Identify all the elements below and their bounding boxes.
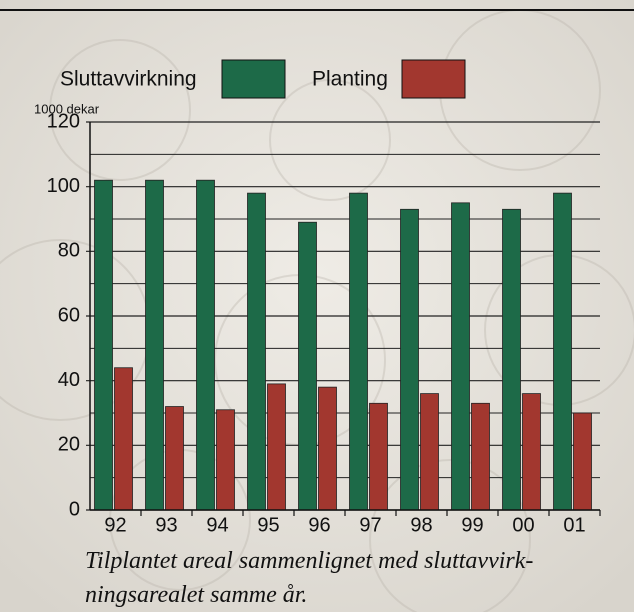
bar xyxy=(369,402,388,511)
x-tick-label: 95 xyxy=(257,514,279,536)
bar xyxy=(247,192,266,511)
bar xyxy=(298,221,317,511)
y-tick-label: 20 xyxy=(58,434,80,456)
bar xyxy=(420,393,439,511)
bar xyxy=(553,192,572,511)
bar xyxy=(216,409,235,511)
y-tick-label: 100 xyxy=(47,175,80,197)
bar xyxy=(267,383,286,511)
y-tick-label: 40 xyxy=(58,369,80,391)
legend-label: Sluttavvirkning xyxy=(60,68,197,91)
legend-swatch xyxy=(401,59,466,99)
caption: Tilplantet areal sammenlignet med slutta… xyxy=(85,548,533,574)
x-tick-label: 00 xyxy=(512,514,534,536)
bar xyxy=(145,179,164,511)
bar xyxy=(573,412,592,511)
bar xyxy=(451,202,470,511)
x-tick-label: 93 xyxy=(155,514,177,536)
y-axis-label: 1000 dekar xyxy=(34,101,100,116)
x-tick-label: 01 xyxy=(563,514,585,536)
bar xyxy=(165,406,184,511)
bar xyxy=(196,179,215,511)
y-tick-label: 120 xyxy=(47,110,80,132)
bar xyxy=(522,393,541,511)
bar xyxy=(502,208,521,511)
bar xyxy=(114,367,133,511)
x-tick-label: 92 xyxy=(104,514,126,536)
x-tick-label: 99 xyxy=(461,514,483,536)
bar xyxy=(400,208,419,511)
y-tick-label: 80 xyxy=(58,240,80,262)
x-tick-label: 94 xyxy=(206,514,228,536)
legend-swatch xyxy=(221,59,286,99)
y-tick-label: 60 xyxy=(58,304,80,326)
y-tick-label: 0 xyxy=(69,498,80,520)
x-tick-label: 97 xyxy=(359,514,381,536)
bar xyxy=(349,192,368,511)
legend-label: Planting xyxy=(312,68,388,91)
bar xyxy=(471,402,490,511)
caption: ningsarealet samme år. xyxy=(85,582,307,608)
x-tick-label: 98 xyxy=(410,514,432,536)
x-tick-label: 96 xyxy=(308,514,330,536)
bar xyxy=(318,386,337,511)
bar xyxy=(94,179,113,511)
